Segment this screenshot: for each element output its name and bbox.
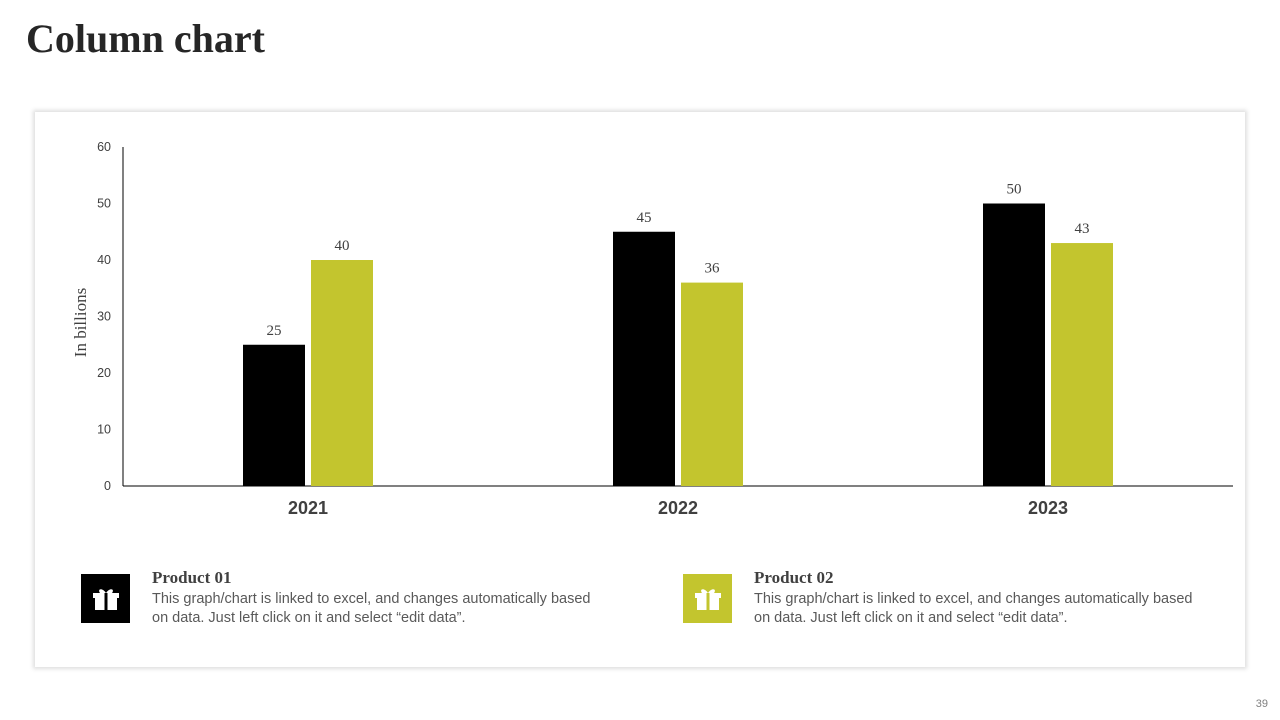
bar — [311, 260, 373, 486]
gift-box-icon — [81, 574, 130, 623]
bar — [243, 344, 305, 486]
y-axis-title: In billions — [71, 288, 90, 357]
data-label: 43 — [1075, 221, 1090, 237]
bar — [613, 231, 675, 486]
legend-description: This graph/chart is linked to excel, and… — [754, 591, 1193, 626]
y-tick-label: 0 — [104, 479, 111, 493]
legend-heading: Product 01 — [152, 568, 232, 587]
bar — [1051, 243, 1113, 486]
x-tick-label: 2023 — [1028, 498, 1068, 518]
y-tick-label: 50 — [97, 197, 111, 211]
y-tick-label: 10 — [97, 423, 111, 437]
page-title: Column chart — [26, 16, 265, 61]
bar — [681, 282, 743, 486]
y-tick-label: 40 — [97, 253, 111, 267]
y-tick-label: 60 — [97, 140, 111, 154]
gift-box-icon — [683, 574, 732, 623]
data-label: 25 — [267, 323, 282, 339]
data-label: 45 — [637, 210, 652, 226]
slide-number: 39 — [1255, 698, 1268, 710]
data-label: 36 — [705, 261, 721, 277]
legend-description: This graph/chart is linked to excel, and… — [152, 591, 591, 626]
column-chart: 0 10 20 30 40 50 60 In billions 25 40 2021 45 36 2022… — [71, 140, 1233, 518]
y-tick-label: 20 — [97, 366, 111, 380]
x-tick-label: 2022 — [658, 498, 698, 518]
bar — [983, 203, 1045, 486]
data-label: 50 — [1007, 182, 1022, 198]
chart-card: 0 10 20 30 40 50 60 In billions 25 40 2021 45 36 2022… — [35, 112, 1245, 667]
y-tick-label: 30 — [97, 310, 111, 324]
x-tick-label: 2021 — [288, 498, 328, 518]
legend-heading: Product 02 — [754, 568, 834, 587]
data-label: 40 — [335, 238, 350, 254]
